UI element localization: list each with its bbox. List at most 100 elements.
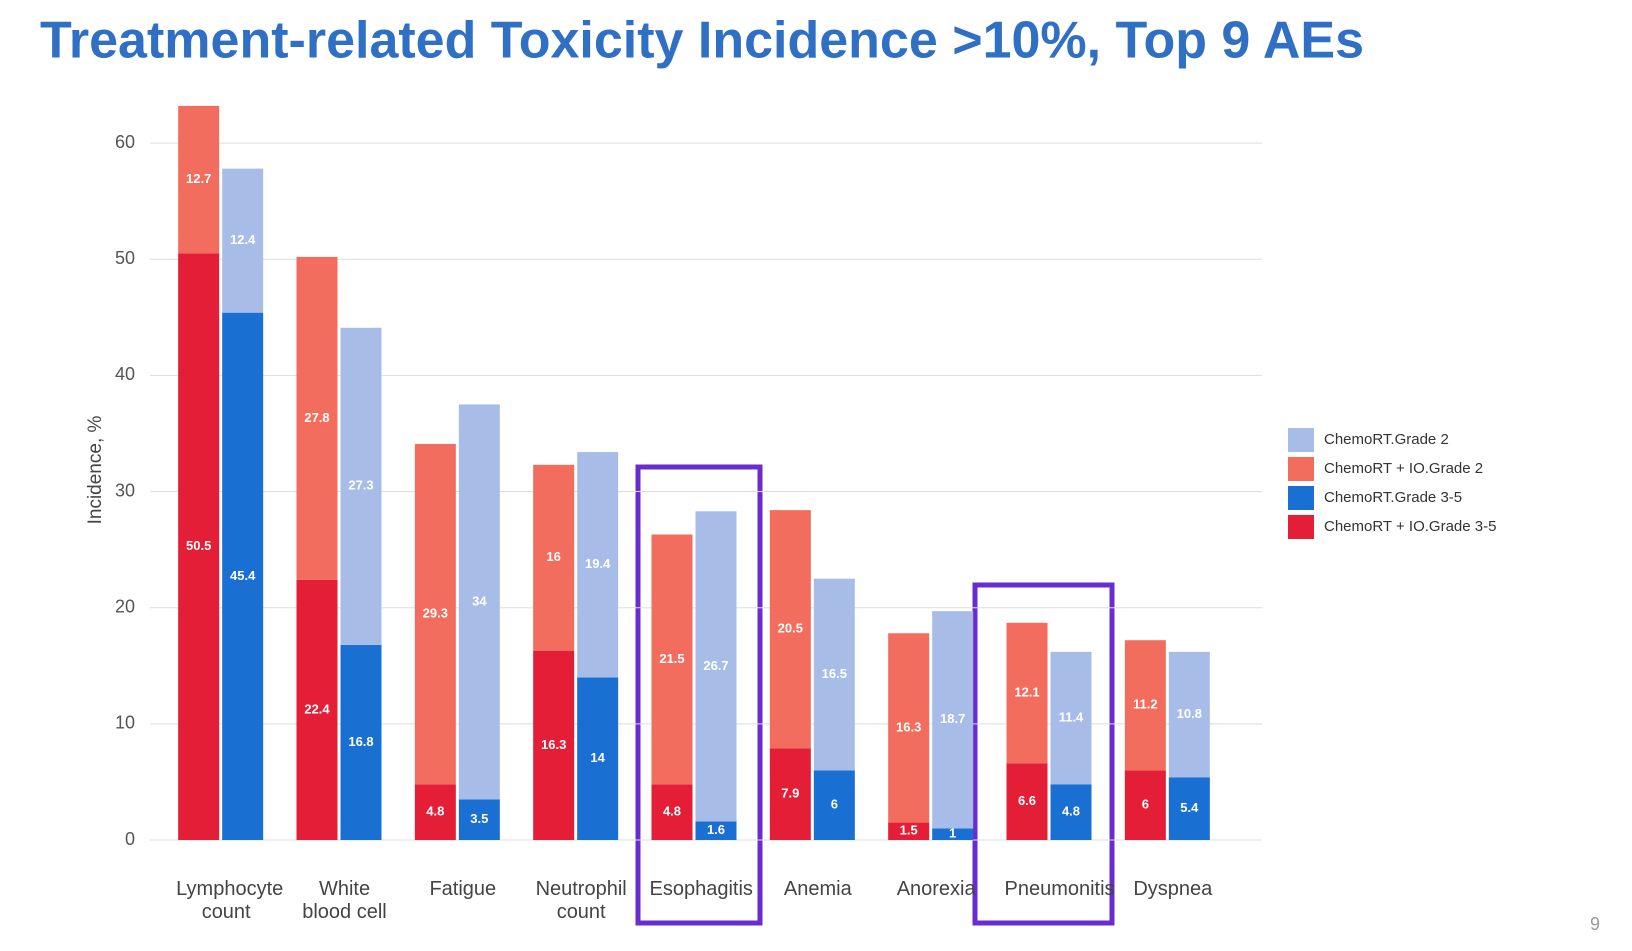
x-tick-label: Esophagitis <box>649 878 753 900</box>
value-label: 6 <box>1142 797 1149 812</box>
y-tick-label: 0 <box>125 829 135 849</box>
bar-segment <box>222 312 264 841</box>
bar-segment <box>340 327 382 645</box>
y-tick-label: 20 <box>115 596 135 616</box>
x-tick-label: Anorexia <box>896 878 976 900</box>
y-tick-label: 30 <box>115 480 135 500</box>
value-label: 1.5 <box>900 823 918 838</box>
y-tick-label: 10 <box>115 713 135 733</box>
bar-segment <box>1124 770 1166 840</box>
value-label: 7.9 <box>781 786 799 801</box>
bar-segment <box>1006 622 1048 764</box>
bar-segment <box>888 633 930 823</box>
bar-segment <box>769 748 811 840</box>
bar-segment <box>1124 640 1166 771</box>
value-label: 22.4 <box>304 701 330 716</box>
bar-segment <box>340 644 382 840</box>
value-label: 16.8 <box>348 734 373 749</box>
bar-segment <box>533 464 575 651</box>
bar-segment <box>533 650 575 840</box>
bar-segment <box>813 770 855 840</box>
legend-label: ChemoRT.Grade 2 <box>1324 431 1449 448</box>
value-label: 29.3 <box>423 606 448 621</box>
value-label: 12.4 <box>230 232 256 247</box>
value-label: 4.8 <box>1062 804 1080 819</box>
bar-segment <box>458 799 500 840</box>
bar-segment <box>577 677 619 840</box>
legend-swatch <box>1288 457 1314 481</box>
y-tick-label: 60 <box>115 132 135 152</box>
legend-swatch <box>1288 428 1314 452</box>
y-axis-label: Incidence, % <box>85 416 106 525</box>
value-label: 10.8 <box>1177 706 1202 721</box>
bar-segment <box>296 256 338 580</box>
value-label: 16 <box>546 549 560 564</box>
value-label: 50.5 <box>186 538 211 553</box>
legend-label: ChemoRT + IO.Grade 2 <box>1324 460 1483 477</box>
bar-segment <box>178 105 220 254</box>
value-label: 11.4 <box>1059 709 1084 724</box>
value-label: 18.7 <box>940 711 965 726</box>
highlight-box <box>972 582 1115 926</box>
value-label: 1 <box>949 826 956 841</box>
legend-swatch <box>1288 515 1314 539</box>
y-tick-label: 50 <box>115 248 135 268</box>
value-label: 45.4 <box>230 568 256 583</box>
highlight-box <box>635 464 763 926</box>
bar-segment <box>1168 651 1210 778</box>
bar-segment <box>1050 651 1092 785</box>
x-tick-label: Dyspnea <box>1133 878 1213 900</box>
x-tick-label: Anemia <box>783 878 852 900</box>
x-tick-label: Pneumonitis <box>1004 878 1115 900</box>
value-label: 6.6 <box>1018 793 1036 808</box>
value-label: 16.3 <box>541 737 566 752</box>
bar-segment <box>178 253 220 840</box>
legend-label: ChemoRT + IO.Grade 3-5 <box>1324 518 1496 535</box>
chart-title: Treatment-related Toxicity Incidence >10… <box>40 12 1364 70</box>
bar-segment <box>1050 784 1092 840</box>
value-label: 6 <box>831 797 838 812</box>
bar-segment <box>1006 763 1048 840</box>
bar-segment <box>813 578 855 771</box>
value-label: 5.4 <box>1180 800 1199 815</box>
bar-segment <box>932 828 974 840</box>
value-label: 21.5 <box>659 651 684 666</box>
value-label: 27.3 <box>348 478 373 493</box>
bar-segment <box>458 404 500 800</box>
x-tick-label: Lymphocyte count <box>176 878 284 923</box>
x-tick-label: Fatigue <box>429 878 497 900</box>
value-label: 4.8 <box>663 804 681 819</box>
bar-segment <box>695 511 737 822</box>
bar-segment <box>651 784 693 840</box>
legend-swatch <box>1288 486 1314 510</box>
bar-segment <box>888 822 930 840</box>
bar-segment <box>695 821 737 840</box>
page-number: 9 <box>1590 914 1600 934</box>
bar-segment <box>222 168 264 313</box>
bar-segment <box>296 579 338 840</box>
x-tick-label: White blood cell <box>302 878 387 923</box>
value-label: 12.7 <box>186 171 211 186</box>
bar-segment <box>651 534 693 785</box>
value-label: 19.4 <box>585 556 611 571</box>
value-label: 20.5 <box>778 621 803 636</box>
value-label: 11.2 <box>1133 697 1158 712</box>
value-label: 1.6 <box>707 822 725 837</box>
bar-segment <box>769 510 811 749</box>
value-label: 16.5 <box>822 666 847 681</box>
value-label: 27.8 <box>304 410 329 425</box>
value-label: 14 <box>590 750 605 765</box>
bar-segment <box>414 443 456 785</box>
value-label: 16.3 <box>896 719 921 734</box>
bar-segment <box>932 611 974 829</box>
value-label: 26.7 <box>703 658 728 673</box>
value-label: 3.5 <box>470 811 488 826</box>
x-tick-label: Neutrophil count <box>535 878 627 923</box>
value-label: 12.1 <box>1014 685 1039 700</box>
bar-segment <box>577 452 619 678</box>
bar-segment <box>414 784 456 840</box>
value-label: 34 <box>472 593 487 608</box>
bar-segment <box>1168 777 1210 840</box>
